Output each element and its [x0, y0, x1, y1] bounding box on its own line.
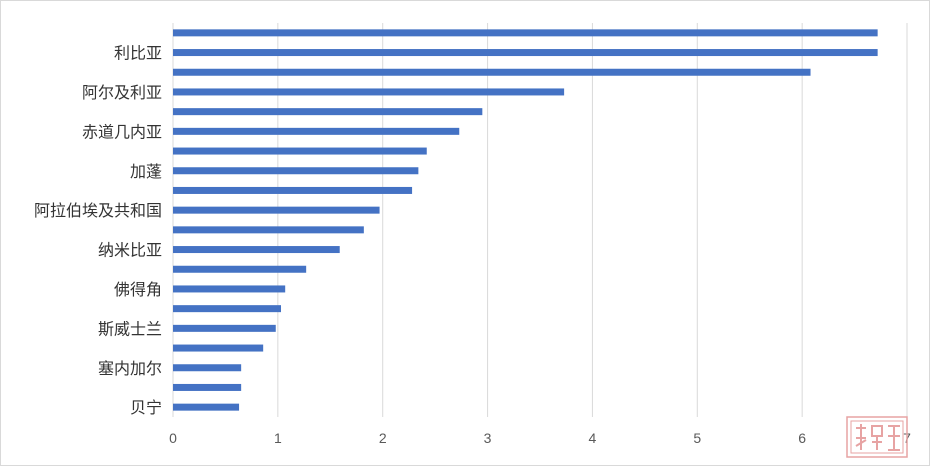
seal-stamp-icon	[846, 416, 908, 458]
category-label: 阿尔及利亚	[82, 83, 162, 102]
bar	[173, 285, 286, 293]
bar	[173, 265, 307, 273]
x-tick-label: 6	[798, 430, 806, 446]
category-label: 赤道几内亚	[82, 122, 162, 141]
x-tick-label: 1	[274, 430, 282, 446]
category-label: 贝宁	[130, 398, 162, 417]
category-label: 加蓬	[130, 162, 162, 181]
x-tick-label: 5	[693, 430, 701, 446]
x-tick-label: 0	[169, 430, 177, 446]
bar	[173, 147, 427, 155]
x-tick-label: 4	[589, 430, 597, 446]
bar	[173, 206, 380, 214]
category-label: 塞内加尔	[98, 359, 162, 378]
bar	[173, 127, 460, 135]
bar	[173, 108, 483, 116]
category-label: 纳米比亚	[98, 241, 162, 260]
bar	[173, 364, 242, 372]
bar	[173, 403, 240, 411]
category-label: 斯威士兰	[98, 319, 162, 338]
bar	[173, 88, 565, 96]
bar	[173, 49, 878, 57]
category-label: 佛得角	[114, 280, 162, 299]
bar	[173, 305, 282, 313]
bar	[173, 167, 419, 175]
bar	[173, 324, 276, 332]
bar	[173, 186, 413, 194]
bar	[173, 68, 811, 76]
gridlines	[172, 23, 908, 417]
bar	[173, 29, 878, 37]
bar	[173, 246, 340, 254]
x-tick-label: 2	[379, 430, 387, 446]
bar	[173, 383, 242, 391]
bar	[173, 344, 264, 352]
category-label: 利比亚	[114, 44, 162, 63]
bar	[173, 226, 364, 234]
category-label: 阿拉伯埃及共和国	[34, 201, 162, 220]
bars	[173, 29, 878, 411]
x-tick-label: 3	[484, 430, 492, 446]
